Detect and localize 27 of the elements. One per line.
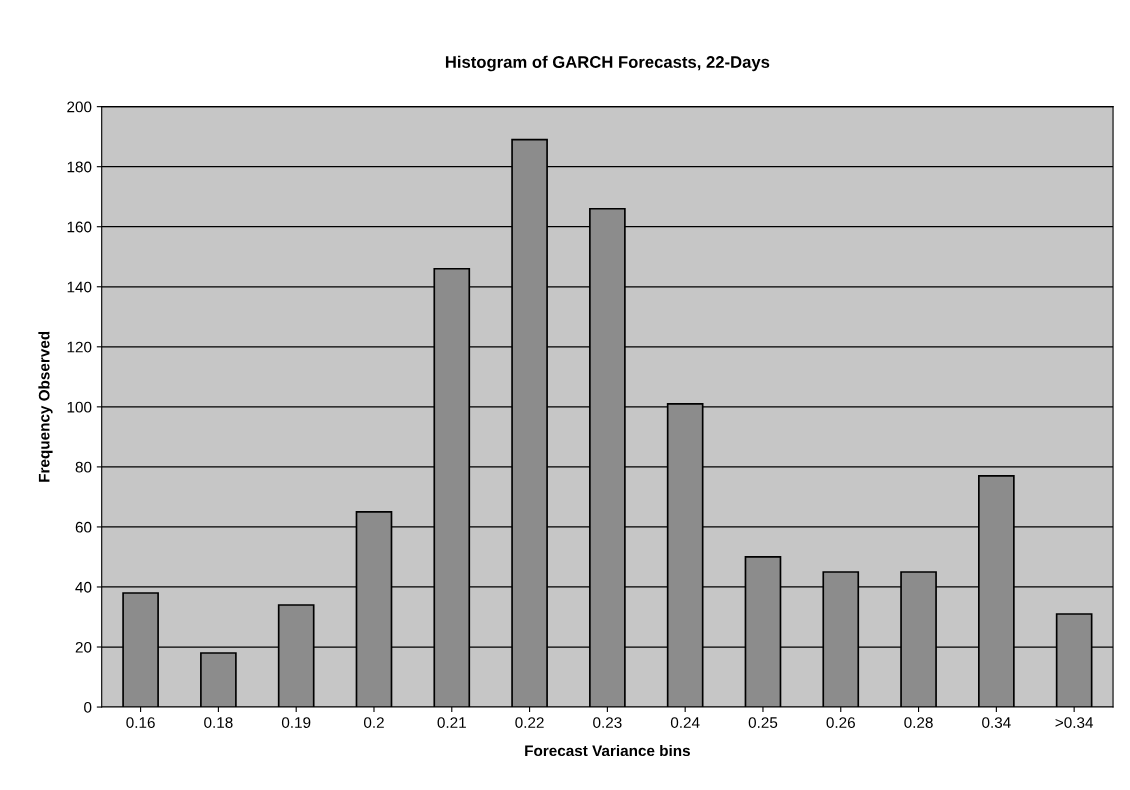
x-tick-label: 0.25 xyxy=(748,717,778,728)
x-tick-label: 0.18 xyxy=(204,717,233,728)
x-tick-label: 0.23 xyxy=(593,717,622,728)
x-tick-label: 0.19 xyxy=(281,717,311,728)
y-tick-label: 160 xyxy=(67,221,92,233)
y-tick-label: 80 xyxy=(75,461,92,473)
y-tick-label: 200 xyxy=(67,101,92,113)
y-tick-label: 40 xyxy=(75,581,92,593)
x-axis-title: Forecast Variance bins xyxy=(525,744,690,757)
x-tick-label: 0.2 xyxy=(363,717,384,728)
x-tick-label: 0.28 xyxy=(904,717,933,728)
y-tick-label: 60 xyxy=(75,521,92,533)
y-tick-label: 180 xyxy=(67,161,92,173)
x-tick-label: 0.24 xyxy=(670,717,700,728)
y-tick-label: 120 xyxy=(67,341,92,353)
y-tick-label: 140 xyxy=(67,281,92,293)
x-tick-label: 0.34 xyxy=(982,717,1011,728)
y-tick-label: 100 xyxy=(67,401,92,413)
y-tick-label: 20 xyxy=(75,641,92,653)
x-tick-label: 0.16 xyxy=(126,717,155,728)
x-tick-label: 0.26 xyxy=(826,717,855,728)
x-tick-label: >0.34 xyxy=(1055,717,1094,728)
y-axis-title: Frequency Observed xyxy=(38,331,53,482)
x-tick-label: 0.21 xyxy=(437,717,466,728)
chart-title: Histogram of GARCH Forecasts, 22-Days xyxy=(445,55,770,72)
x-tick-label: 0.22 xyxy=(515,717,544,728)
y-tick-label: 0 xyxy=(84,701,92,713)
